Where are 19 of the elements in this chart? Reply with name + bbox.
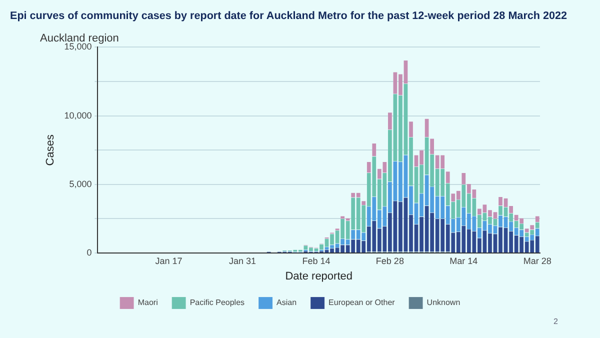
y-tick-label: 10,000 <box>64 110 92 120</box>
x-tick-label: Mar 28 <box>523 256 552 266</box>
x-tick-label: Mar 14 <box>450 256 478 266</box>
y-tick-label: 15,000 <box>64 42 92 52</box>
x-tick-label: Feb 14 <box>302 256 330 266</box>
text: 2 <box>554 317 558 326</box>
legend-label: Unknown <box>426 298 460 308</box>
x-tick-label: Feb 28 <box>376 256 404 266</box>
legend-label: Pacific Peoples <box>190 298 245 308</box>
legend-label: European or Other <box>328 298 396 308</box>
legend-label: Asian <box>276 298 297 308</box>
chart-title: Epi curves of community cases by report date for Auckland Metro for the past 12-week period 28 March 2022 <box>10 10 568 22</box>
x-tick-label: Jan 31 <box>229 256 256 266</box>
y-tick-label: 0 <box>86 247 92 258</box>
x-tick-label: Jan 17 <box>155 256 182 266</box>
legend-label: Maori <box>138 298 158 308</box>
y-tick-label: 5,000 <box>69 178 92 189</box>
y-axis-title: Cases <box>44 134 57 166</box>
x-axis-title: Date reported <box>285 270 352 282</box>
